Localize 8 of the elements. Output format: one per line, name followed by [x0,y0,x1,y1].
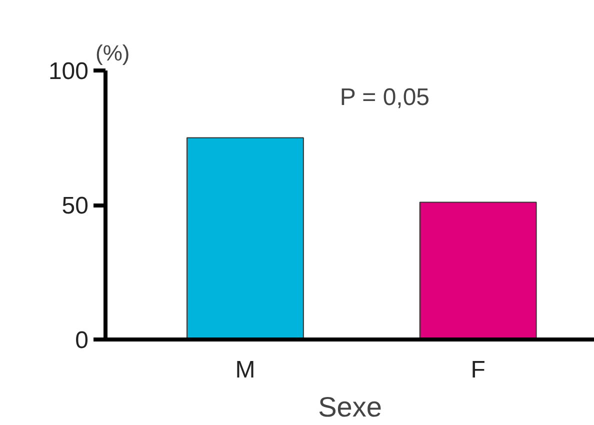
y-tick-label: 50 [62,192,89,220]
x-tick-label: M [235,356,256,384]
y-tick-label: 0 [75,327,89,354]
y-axis-title: (%) [96,40,130,66]
x-tick-label: F [470,356,486,384]
x-axis-title: Sexe [318,392,382,422]
y-tick-label: 100 [48,58,89,85]
annotation: P = 0,05 [340,84,430,111]
